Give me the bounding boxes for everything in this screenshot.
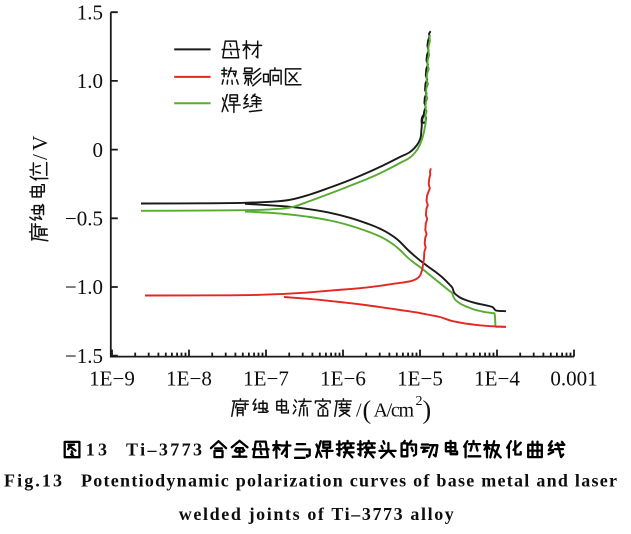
svg-text:1E−8: 1E−8 (166, 367, 212, 391)
svg-text:1E−6: 1E−6 (320, 367, 366, 391)
svg-text:Potentiodynamic polarization c: Potentiodynamic polarization curves of b… (81, 471, 617, 491)
svg-text:1.5: 1.5 (77, 0, 103, 24)
svg-text:Fig.13: Fig.13 (4, 471, 62, 491)
svg-text:1E−7: 1E−7 (243, 367, 289, 391)
svg-text:−1.0: −1.0 (65, 275, 103, 299)
svg-text:(: ( (363, 396, 372, 425)
svg-text:−0.5: −0.5 (65, 207, 103, 231)
svg-text:/: / (356, 400, 362, 422)
svg-text:−1.5: −1.5 (65, 344, 103, 368)
svg-text:1E−5: 1E−5 (397, 367, 443, 391)
svg-text:1E−9: 1E−9 (89, 367, 135, 391)
svg-text:1.0: 1.0 (77, 69, 103, 93)
svg-text:): ) (423, 396, 432, 425)
svg-text:A/cm: A/cm (374, 400, 415, 422)
svg-text:/V: /V (28, 132, 52, 160)
svg-text:0.001: 0.001 (550, 367, 597, 391)
svg-text:1E−4: 1E−4 (474, 367, 520, 391)
svg-text:0: 0 (93, 138, 104, 162)
svg-text:Ti–3773: Ti–3773 (126, 440, 202, 460)
svg-text:2: 2 (416, 394, 423, 409)
